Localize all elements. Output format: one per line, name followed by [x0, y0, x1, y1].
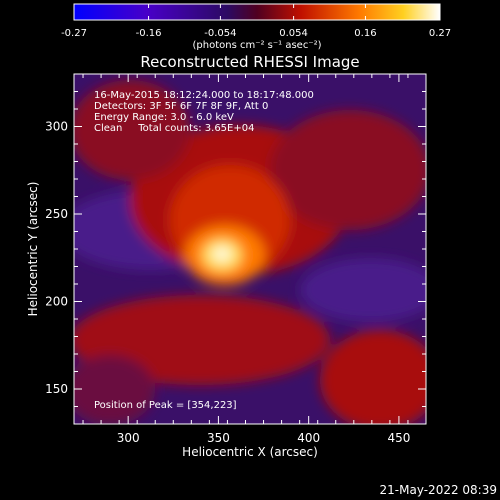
y-tick-label: 250: [45, 207, 68, 221]
colorbar-gradient: [73, 3, 441, 21]
heatmap-blob: [74, 355, 155, 424]
y-axis-ticks: 150 200 250 300: [45, 73, 426, 407]
chart-title: Reconstructed RHESSI Image: [140, 53, 359, 71]
colorbar-tick-label: -0.27: [61, 28, 87, 39]
heatmap-blob: [74, 295, 330, 385]
annotation-block: 16-May-2015 18:12:24.000 to 18:17:48.000…: [94, 90, 314, 134]
x-tick-label: 450: [387, 431, 410, 445]
heatmap-blob: [300, 258, 426, 322]
colorbar-ticks: -0.27 -0.16 -0.054 0.054 0.16 0.27: [61, 4, 451, 39]
x-tick-label: 350: [207, 431, 230, 445]
colorbar-tick-label: 0.054: [279, 28, 308, 39]
annotation-line: Energy Range: 3.0 - 6.0 keV: [94, 112, 234, 123]
heatmap-image: [74, 74, 426, 424]
x-axis-label: Heliocentric X (arcsec): [182, 445, 318, 459]
y-tick-label: 150: [45, 382, 68, 396]
colorbar-tick-label: 0.27: [429, 28, 451, 39]
x-axis-ticks: 300 350 400 450: [82, 74, 410, 445]
colorbar-tick-label: -0.16: [136, 28, 162, 39]
annotation-line: Clean Total counts: 3.65E+04: [94, 123, 254, 134]
timestamp: 21-May-2022 08:39: [380, 483, 497, 497]
y-tick-label: 200: [45, 295, 68, 309]
y-tick-label: 300: [45, 120, 68, 134]
x-tick-label: 400: [297, 431, 320, 445]
colorbar: -0.27 -0.16 -0.054 0.054 0.16 0.27 (photons c…: [61, 3, 451, 51]
heatmap-blob: [74, 80, 190, 180]
x-tick-label: 300: [117, 431, 140, 445]
heatmap-blob: [270, 110, 426, 230]
colorbar-unit-label: (photons cm⁻² s⁻¹ asec⁻²): [192, 40, 321, 51]
heatmap-peak-core: [213, 247, 231, 261]
heatmap-blob: [320, 330, 426, 424]
y-axis-label: Heliocentric Y (arcsec): [26, 182, 40, 317]
colorbar-tick-label: 0.16: [354, 28, 376, 39]
annotation-line: Detectors: 3F 5F 6F 7F 8F 9F, Att 0: [94, 101, 268, 112]
annotation-line: 16-May-2015 18:12:24.000 to 18:17:48.000: [94, 90, 314, 101]
peak-position-label: Position of Peak = [354,223]: [94, 400, 237, 411]
colorbar-tick-label: -0.054: [204, 28, 236, 39]
